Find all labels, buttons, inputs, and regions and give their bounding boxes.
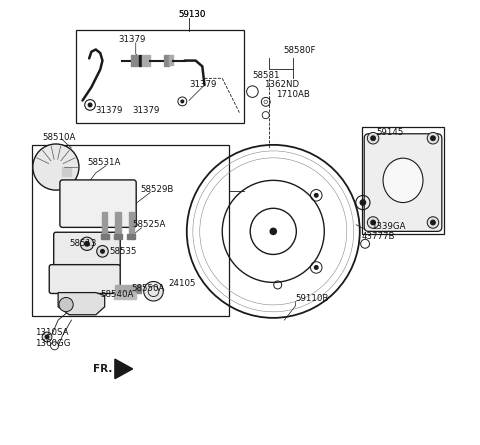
Bar [32, 145, 229, 316]
Text: 1362ND: 1362ND [264, 80, 300, 89]
Text: 1360GG: 1360GG [35, 339, 71, 348]
FancyBboxPatch shape [364, 134, 442, 231]
Ellipse shape [383, 158, 423, 202]
Text: FR.: FR. [93, 364, 112, 374]
Circle shape [96, 246, 108, 257]
FancyBboxPatch shape [60, 180, 136, 227]
Bar [169, 55, 173, 65]
Text: 31379: 31379 [118, 35, 145, 44]
Bar [142, 55, 149, 66]
Circle shape [80, 237, 94, 251]
Bar [114, 234, 122, 239]
Bar [164, 55, 169, 66]
Circle shape [367, 217, 379, 228]
Text: 58510A: 58510A [43, 133, 76, 142]
Circle shape [101, 250, 104, 253]
Bar [115, 212, 120, 238]
Circle shape [427, 133, 439, 144]
Circle shape [431, 220, 435, 225]
Bar [136, 286, 141, 293]
Text: 31379: 31379 [96, 106, 123, 115]
Circle shape [371, 136, 375, 141]
Circle shape [45, 335, 49, 339]
Polygon shape [58, 293, 105, 315]
Text: 58550A: 58550A [132, 283, 165, 293]
Bar [101, 234, 108, 239]
Text: 24105: 24105 [168, 279, 196, 288]
Bar [115, 286, 135, 293]
Text: 58535: 58535 [109, 247, 137, 256]
Bar [61, 167, 71, 176]
Bar [76, 29, 244, 123]
Circle shape [431, 136, 435, 141]
Circle shape [367, 133, 379, 144]
Text: 58580F: 58580F [284, 46, 316, 55]
Circle shape [85, 242, 89, 246]
Text: 59110B: 59110B [296, 294, 329, 303]
Text: 59130: 59130 [178, 10, 205, 20]
Circle shape [371, 220, 375, 225]
Polygon shape [115, 359, 132, 379]
Text: 1310SA: 1310SA [35, 328, 69, 337]
Text: 58525A: 58525A [132, 220, 166, 229]
Circle shape [181, 100, 184, 103]
Circle shape [59, 297, 73, 311]
Bar [114, 294, 136, 299]
Text: 1710AB: 1710AB [276, 90, 310, 99]
Text: 58529B: 58529B [140, 185, 174, 194]
Circle shape [270, 228, 276, 235]
Bar [139, 55, 141, 66]
Bar [132, 55, 138, 66]
Circle shape [314, 194, 318, 197]
Bar [362, 127, 444, 234]
Text: 58513: 58513 [69, 239, 96, 248]
Circle shape [144, 282, 163, 301]
Circle shape [33, 144, 79, 190]
Bar [129, 212, 134, 238]
FancyBboxPatch shape [54, 232, 120, 267]
Text: 58531A: 58531A [87, 158, 120, 167]
FancyBboxPatch shape [49, 265, 120, 294]
Text: 58540A: 58540A [100, 290, 133, 299]
Text: 59130: 59130 [178, 10, 205, 20]
Circle shape [314, 266, 318, 269]
Text: 1339GA: 1339GA [371, 222, 406, 231]
Text: 58581: 58581 [252, 71, 280, 80]
Text: 31379: 31379 [189, 80, 216, 89]
Circle shape [360, 200, 366, 205]
Text: 59145: 59145 [377, 129, 404, 138]
Circle shape [42, 332, 52, 342]
Bar [127, 234, 135, 239]
Text: 43777B: 43777B [362, 232, 396, 241]
Circle shape [427, 217, 439, 228]
Text: 31379: 31379 [132, 106, 160, 115]
Circle shape [88, 103, 92, 107]
Bar [102, 212, 108, 238]
